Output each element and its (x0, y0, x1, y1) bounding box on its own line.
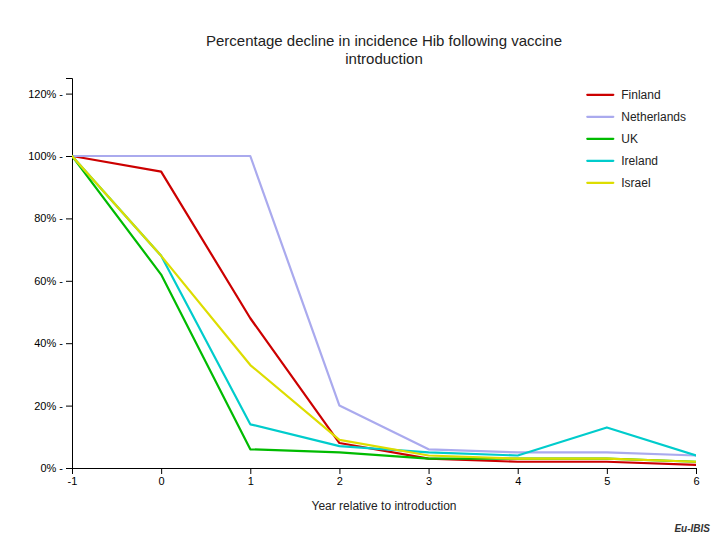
axis-domain (66, 79, 73, 469)
tick: -1 (68, 468, 78, 487)
legend-label: Finland (621, 88, 660, 102)
legend-item: Finland (587, 88, 660, 102)
tick-label: 20% - (34, 400, 63, 412)
legend-label: Netherlands (621, 110, 686, 124)
tick: 40% - (34, 337, 72, 349)
legend-swatch (587, 116, 613, 118)
tick: 3 (426, 468, 432, 487)
legend-item: Netherlands (587, 110, 686, 124)
legend-swatch (587, 182, 613, 184)
legend-item: UK (587, 132, 638, 146)
legend-label: UK (621, 132, 638, 146)
tick: 4 (515, 468, 521, 487)
tick-mark (66, 468, 72, 469)
legend-label: Israel (621, 176, 650, 190)
tick-mark (339, 468, 340, 474)
tick-label: 40% - (34, 337, 63, 349)
tick-label: 80% - (34, 212, 63, 224)
legend-swatch (587, 138, 613, 140)
tick-label: 5 (604, 475, 610, 487)
tick-mark (607, 468, 608, 474)
tick: 120% - (28, 88, 72, 100)
tick-mark (250, 468, 251, 474)
tick-mark (66, 156, 72, 157)
tick: 5 (604, 468, 610, 487)
tick-mark (66, 343, 72, 344)
tick-label: 0 (159, 475, 165, 487)
tick: 0 (159, 468, 165, 487)
title-line: Percentage decline in incidence Hib foll… (206, 32, 562, 49)
tick-label: 60% - (34, 275, 63, 287)
legend-item: Israel (587, 176, 650, 190)
tick: 2 (337, 468, 343, 487)
chart: -101234560% -20% -40% -60% -80% -100% -1… (0, 0, 720, 540)
tick-label: 120% - (28, 88, 63, 100)
tick-label: 6 (693, 475, 699, 487)
title-line: introduction (345, 50, 423, 67)
plot-area (72, 156, 696, 465)
tick: 1 (248, 468, 254, 487)
tick-mark (66, 218, 72, 219)
tick: 80% - (34, 212, 72, 224)
tick-mark (518, 468, 519, 474)
tick-label: 1 (248, 475, 254, 487)
legend-item: Ireland (587, 154, 658, 168)
tick: 0% - (40, 462, 72, 474)
tick-label: 3 (426, 475, 432, 487)
tick-label: 100% - (28, 150, 63, 162)
tick-label: -1 (68, 475, 78, 487)
series-line (72, 156, 696, 456)
tick: 60% - (34, 275, 72, 287)
tick-mark (696, 468, 697, 474)
tick-label: 2 (337, 475, 343, 487)
axis-domain (73, 469, 697, 475)
tick-label: 0% - (40, 462, 63, 474)
x-axis: -1 0 1 2 3 4 5 6 (68, 468, 700, 487)
legend-swatch (587, 94, 613, 96)
tick-mark (66, 94, 72, 95)
title: Percentage decline in incidence Hib foll… (206, 32, 562, 67)
legend-label: Ireland (621, 154, 658, 168)
tick-label: 4 (515, 475, 521, 487)
legend: Finland Netherlands UK Ireland Israel (587, 88, 686, 190)
series-line (72, 156, 696, 465)
tick-mark (161, 468, 162, 474)
y-axis: 0% - 20% - 40% - 60% - 80% - 100% - 120% - (28, 79, 72, 475)
tick-mark (66, 406, 72, 407)
tick-mark (429, 468, 430, 474)
annotation: Eu-IBIS (674, 523, 710, 534)
series-line (72, 156, 696, 456)
tick: 100% - (28, 150, 72, 162)
legend-swatch (587, 160, 613, 162)
series-line (72, 156, 696, 462)
tick: 20% - (34, 400, 72, 412)
series-line (72, 156, 696, 462)
x-axis-title: Year relative to introduction (312, 499, 457, 513)
tick-mark (66, 281, 72, 282)
tick: 6 (693, 468, 699, 487)
